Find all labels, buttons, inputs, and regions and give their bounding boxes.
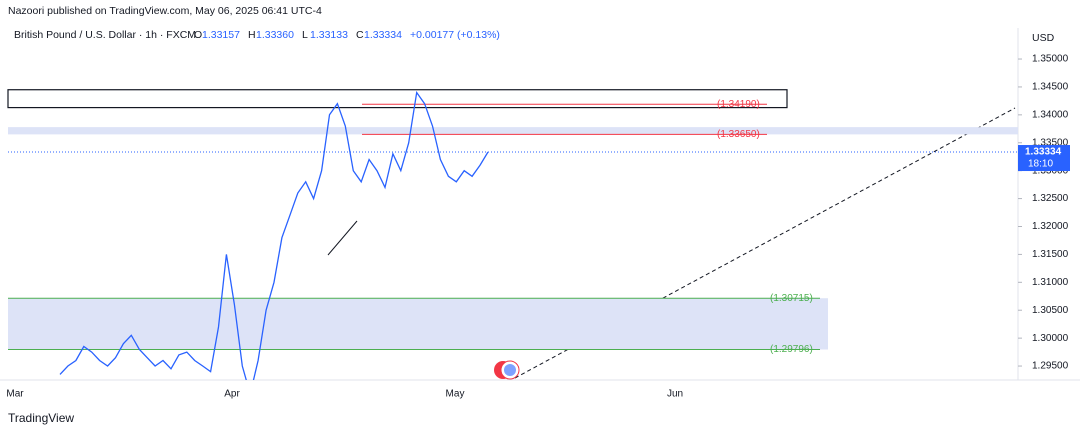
countdown: 18:10 — [1028, 159, 1053, 170]
symbol: British Pound / U.S. Dollar · 1h · FXCM — [14, 29, 196, 41]
y-tick-label: 1.31500 — [1032, 249, 1069, 260]
x-tick-label: Mar — [6, 389, 24, 400]
ohlc-label: L — [302, 29, 308, 41]
x-tick-label: Apr — [224, 389, 240, 400]
ohlc-label: H — [248, 29, 256, 41]
level-label: (1.30715) — [770, 293, 813, 304]
ohlc-value: 1.33157 — [202, 29, 240, 41]
y-tick-label: 1.30500 — [1032, 305, 1069, 316]
zone — [8, 298, 828, 350]
published: Nazoori published on TradingView.com, Ma… — [8, 5, 322, 17]
y-tick-label: 1.30000 — [1032, 333, 1069, 344]
y-tick-label: 1.33500 — [1032, 137, 1069, 148]
ohlc-label: C — [356, 29, 364, 41]
currency: USD — [1032, 32, 1055, 44]
price-line — [59, 90, 489, 380]
y-tick-label: 1.29500 — [1032, 361, 1069, 372]
current-price-label: 1.33334 — [1025, 147, 1062, 158]
y-tick-label: 1.32500 — [1032, 193, 1069, 204]
flag-icon — [494, 360, 520, 380]
change: +0.00177 (+0.13%) — [410, 29, 500, 41]
y-tick-label: 1.35000 — [1032, 54, 1069, 65]
current-price-box — [1018, 145, 1070, 172]
zone — [8, 127, 1018, 135]
y-tick-label: 1.32000 — [1032, 221, 1069, 232]
level-label: (1.33650) — [717, 129, 760, 140]
ohlc-value: 1.33133 — [310, 29, 348, 41]
ohlc-label: O — [194, 29, 202, 41]
zone — [7, 89, 788, 109]
y-tick-label: 1.31000 — [1032, 277, 1069, 288]
level-label: (1.34190) — [717, 99, 760, 110]
y-tick-label: 1.34500 — [1032, 82, 1069, 93]
ohlc-value: 1.33360 — [256, 29, 294, 41]
trend-line — [327, 220, 358, 256]
footer: TradingView — [8, 411, 74, 425]
ohlc-value: 1.33334 — [364, 29, 402, 41]
y-tick-label: 1.34000 — [1032, 109, 1069, 120]
x-tick-label: Jun — [667, 389, 683, 400]
x-tick-label: May — [446, 389, 465, 400]
price-series — [59, 90, 489, 380]
level-label: (1.29796) — [770, 344, 813, 355]
